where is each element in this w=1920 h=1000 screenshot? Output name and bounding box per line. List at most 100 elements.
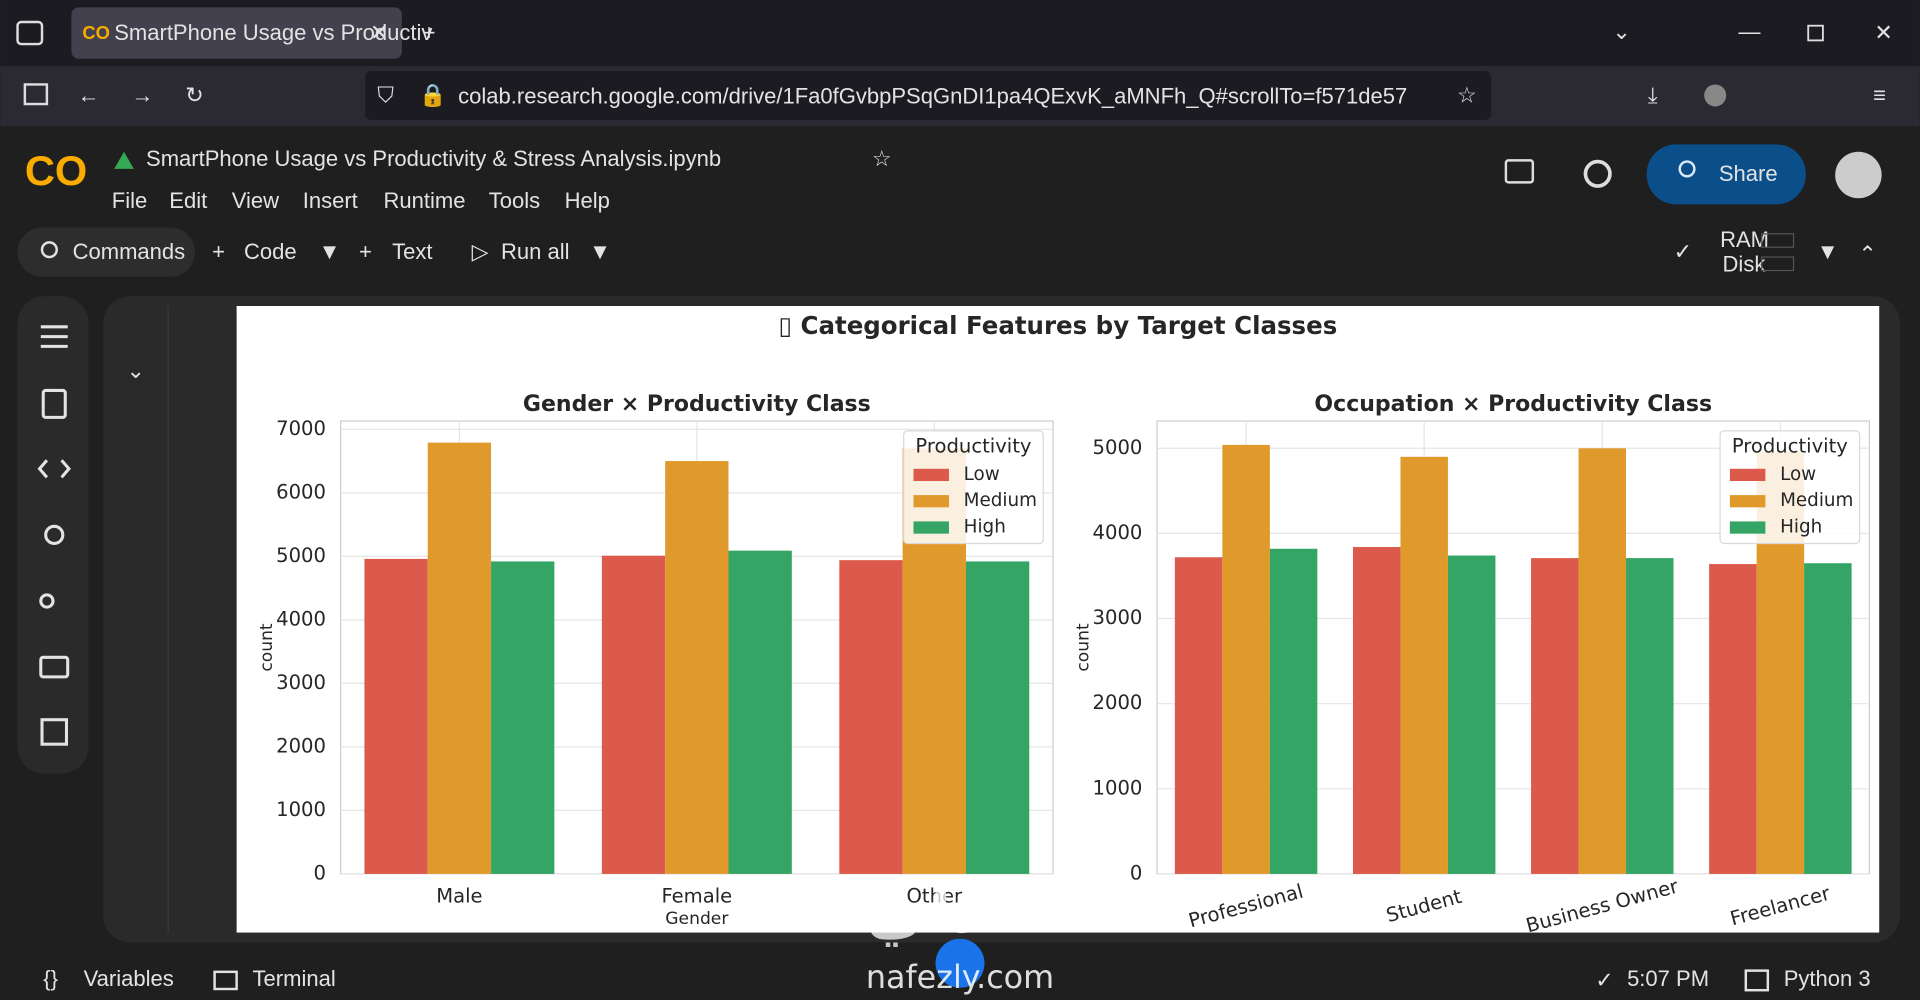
terminal-button[interactable]: Terminal — [253, 966, 336, 991]
tab-overflow[interactable]: ⌄ — [1612, 19, 1630, 44]
bar — [1709, 564, 1757, 874]
ram-label[interactable]: RAM — [1720, 227, 1769, 252]
legend-title: Productivity — [1732, 434, 1848, 457]
window-close[interactable]: ✕ — [1874, 20, 1892, 45]
y-tick-label: 3000 — [1093, 606, 1143, 629]
forward[interactable]: → — [131, 83, 153, 108]
cell-collapse[interactable]: ⌄ — [126, 358, 144, 383]
runtime-dropdown[interactable]: ▼ — [1817, 239, 1839, 264]
disk-meter — [1761, 256, 1795, 272]
share-label[interactable]: Share — [1719, 161, 1778, 186]
bookmark-star[interactable]: ☆ — [1457, 83, 1477, 108]
menu-item[interactable]: File — [112, 188, 147, 213]
restore[interactable] — [1807, 24, 1824, 42]
toc-icon[interactable] — [40, 325, 68, 348]
menu-item[interactable]: Runtime — [384, 188, 466, 213]
profile-icon[interactable] — [1704, 84, 1727, 107]
legend-label: High — [1780, 517, 1822, 538]
menu-item[interactable]: Tools — [489, 188, 540, 213]
collapse-header[interactable]: ⌃ — [1858, 242, 1876, 267]
notebook-title[interactable]: SmartPhone Usage vs Productivity & Stres… — [146, 146, 721, 171]
y-tick-label: 2000 — [276, 734, 326, 757]
files-icon[interactable] — [39, 655, 70, 679]
sidebar-toggle[interactable] — [23, 83, 49, 106]
secrets-icon[interactable] — [39, 593, 55, 609]
data-table-icon[interactable] — [40, 718, 69, 746]
run-dropdown[interactable]: ▼ — [589, 239, 611, 264]
tab-favicon: CO — [82, 22, 110, 43]
run-icon: ▷ — [472, 239, 489, 264]
bar — [839, 560, 903, 874]
menu-item[interactable]: Insert — [303, 188, 358, 213]
commands-button[interactable] — [17, 227, 196, 277]
downloads[interactable]: ⤓ — [1648, 83, 1658, 108]
menu-item[interactable]: Edit — [169, 188, 207, 213]
colab-logo[interactable]: CO — [25, 147, 87, 194]
y-axis-label: count — [257, 623, 277, 672]
bar — [1174, 557, 1223, 874]
code-snippets-icon[interactable] — [37, 459, 71, 479]
y-tick-label: 1000 — [1093, 776, 1143, 799]
commands-label[interactable]: Commands — [73, 239, 186, 264]
bar — [364, 558, 428, 874]
figure-title: ▯ Categorical Features by Target Classes — [779, 311, 1338, 340]
kernel[interactable]: Python 3 — [1784, 966, 1871, 991]
bar — [965, 561, 1030, 874]
variables-icon[interactable] — [44, 524, 65, 545]
find-icon[interactable] — [41, 388, 67, 419]
active-tab[interactable] — [71, 7, 402, 59]
scroll-button[interactable] — [935, 938, 985, 988]
share-button[interactable] — [1646, 144, 1806, 205]
menu-item[interactable]: View — [232, 188, 279, 213]
shield-icon[interactable]: ⛉ — [377, 83, 394, 108]
watermark-arabic: نفذلي — [866, 876, 1053, 947]
minimize[interactable]: — — [1738, 19, 1761, 44]
code-dropdown[interactable]: ▼ — [319, 239, 341, 264]
tab-close[interactable]: ✕ — [370, 20, 388, 45]
variables-button[interactable]: Variables — [84, 966, 174, 991]
code-button[interactable]: Code — [244, 239, 297, 264]
x-tick-label: Male — [436, 885, 482, 908]
y-tick-label: 0 — [1130, 861, 1142, 884]
run-all-button[interactable]: Run all — [501, 239, 570, 264]
reload[interactable]: ↻ — [185, 83, 203, 108]
cell-bottom — [236, 932, 1880, 943]
x-axis-label: Gender — [665, 909, 729, 929]
bar — [601, 555, 666, 874]
lock-icon[interactable]: 🔒 — [419, 83, 446, 108]
comments[interactable] — [1504, 159, 1535, 184]
plus-icon: + — [212, 239, 225, 264]
url[interactable]: colab.research.google.com/drive/1Fa0fGvb… — [458, 84, 1407, 109]
app-menu[interactable]: ≡ — [1873, 83, 1886, 108]
execution-time[interactable]: 5:07 PM — [1627, 966, 1709, 991]
legend-box — [903, 430, 1044, 545]
new-tab[interactable]: + — [423, 20, 436, 45]
bar — [1626, 558, 1674, 874]
legend-swatch — [913, 495, 949, 508]
ram-meter — [1761, 233, 1795, 248]
y-tick-label: 4000 — [276, 607, 326, 630]
disk-label[interactable]: Disk — [1723, 251, 1767, 276]
x-tick-label: Other — [906, 885, 963, 908]
legend-swatch — [1729, 521, 1766, 534]
settings[interactable] — [1583, 159, 1612, 188]
back[interactable]: ← — [78, 83, 100, 108]
bar — [665, 461, 729, 874]
url-field[interactable] — [365, 70, 1492, 120]
avatar[interactable] — [1835, 151, 1882, 199]
menu-bar: File Edit View Insert Runtime Tools Help — [112, 188, 610, 213]
y-tick-label: 2000 — [1093, 691, 1143, 714]
star[interactable]: ☆ — [872, 146, 892, 171]
legend-swatch — [913, 468, 949, 482]
menu-item[interactable]: Help — [565, 188, 610, 213]
tab-list-icon[interactable] — [16, 20, 44, 46]
legend-label: High — [964, 517, 1006, 538]
y-tick-label: 1000 — [276, 798, 326, 821]
kernel-icon — [1744, 969, 1770, 992]
connected-check: ✓ — [1674, 239, 1692, 264]
text-button[interactable]: Text — [392, 239, 432, 264]
watermark-site: nafezly.com — [866, 958, 1054, 996]
bar — [728, 550, 792, 874]
